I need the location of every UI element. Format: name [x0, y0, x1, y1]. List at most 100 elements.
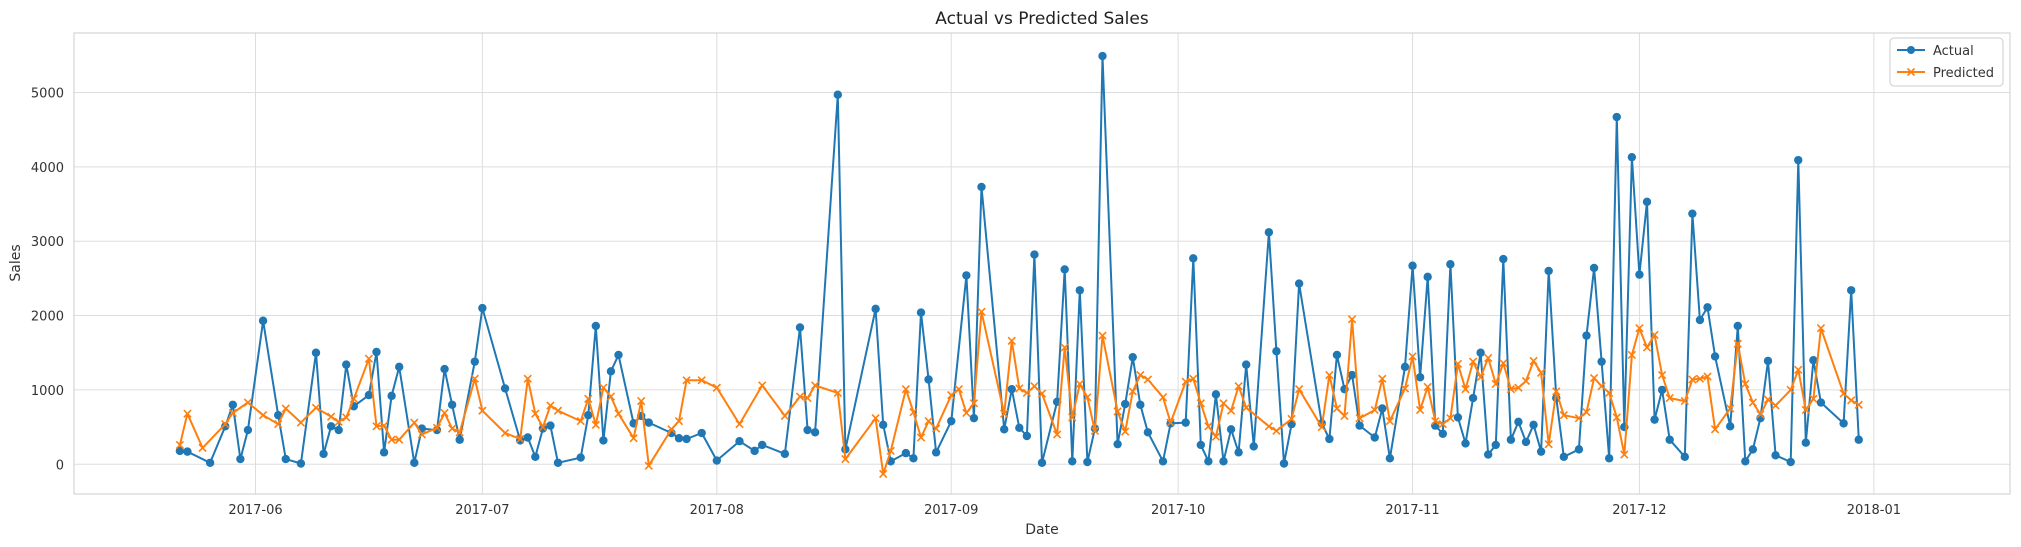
actual-point	[326, 422, 336, 431]
predicted-point	[1461, 384, 1470, 394]
predicted-point	[795, 392, 805, 401]
predicted-point	[1794, 365, 1803, 374]
x-tick-label: 2017-09	[924, 503, 978, 518]
actual-point	[1627, 152, 1637, 162]
actual-point	[1370, 433, 1379, 442]
predicted-point	[1355, 413, 1364, 423]
actual-point	[962, 271, 971, 280]
predicted-point	[1514, 383, 1523, 392]
predicted-point	[1468, 357, 1478, 366]
predicted-point	[326, 412, 336, 421]
predicted-point	[1181, 377, 1190, 386]
actual-point	[447, 400, 457, 409]
actual-point	[871, 304, 880, 314]
actual-point	[1294, 279, 1304, 288]
predicted-point	[1499, 358, 1508, 368]
legend-predicted-marker	[1906, 67, 1916, 77]
predicted-point	[1113, 407, 1122, 416]
predicted-point	[221, 419, 230, 429]
predicted-point	[1098, 331, 1107, 340]
actual-point	[478, 303, 487, 313]
legend-actual-label: Actual	[1933, 44, 1974, 59]
predicted-point	[349, 394, 358, 403]
actual-point	[1801, 438, 1811, 447]
actual-point	[1332, 350, 1342, 360]
predicted-point	[909, 408, 918, 417]
actual-point	[538, 424, 548, 433]
actual-point	[1264, 228, 1274, 237]
predicted-point	[1726, 404, 1735, 413]
actual-point	[1446, 260, 1455, 269]
predicted-point	[516, 434, 525, 444]
actual-point	[410, 458, 419, 467]
predicted-point	[1521, 376, 1531, 386]
predicted-point	[1022, 388, 1032, 398]
predicted-point	[175, 440, 185, 450]
predicted-point	[531, 409, 540, 418]
predicted-point	[1037, 389, 1047, 398]
actual-point	[1468, 393, 1478, 403]
actual-point	[183, 447, 192, 456]
actual-point	[364, 390, 374, 400]
predicted-point	[470, 374, 479, 383]
actual-point	[228, 400, 238, 409]
predicted-point	[372, 422, 381, 431]
predicted-point	[1158, 393, 1168, 402]
predicted-point	[1756, 410, 1765, 419]
actual-point	[1612, 112, 1621, 122]
predicted-point	[1839, 389, 1848, 398]
predicted-point	[1816, 324, 1826, 333]
actual-point	[1385, 454, 1395, 463]
actual-point	[757, 440, 767, 450]
actual-point	[878, 420, 888, 430]
predicted-point	[1052, 430, 1062, 439]
actual-point	[795, 323, 805, 332]
predicted-point	[1090, 426, 1100, 435]
predicted-point	[614, 409, 623, 418]
actual-point	[1574, 445, 1584, 454]
predicted-point	[500, 428, 510, 438]
predicted-point	[1325, 370, 1334, 380]
actual-point	[1015, 423, 1024, 433]
actual-point	[1635, 270, 1644, 279]
actual-point	[1514, 417, 1523, 427]
predicted-point	[1582, 408, 1591, 417]
actual-point	[1415, 373, 1425, 382]
actual-point	[1536, 447, 1546, 456]
actual-point	[1809, 355, 1818, 365]
predicted-point	[478, 406, 487, 415]
predicted-point	[1347, 315, 1357, 324]
predicted-point	[1121, 427, 1130, 436]
actual-point	[394, 362, 404, 372]
actual-point	[599, 436, 608, 445]
actual-point	[1657, 385, 1667, 395]
actual-point	[1710, 352, 1720, 361]
series-layer	[175, 51, 1863, 479]
x-tick-label: 2018-01	[1847, 503, 1901, 518]
predicted-point	[364, 354, 374, 363]
actual-point	[576, 453, 585, 462]
actual-point	[1506, 435, 1516, 444]
actual-point	[1688, 209, 1697, 218]
actual-point	[697, 428, 706, 438]
actual-point	[1226, 425, 1236, 434]
predicted-point	[538, 422, 548, 432]
y-tick-label: 3000	[31, 235, 64, 250]
predicted-point	[682, 376, 691, 385]
predicted-point	[1211, 432, 1221, 441]
predicted-point	[1536, 368, 1546, 377]
actual-point	[311, 348, 321, 357]
predicted-point	[1544, 440, 1553, 449]
x-tick-label: 2017-07	[455, 503, 509, 518]
predicted-point	[1431, 416, 1440, 426]
actual-point	[931, 448, 941, 457]
tick-labels: 2017-06 2017-07 2017-08 2017-09 2017-10 2017-…	[31, 86, 1901, 518]
actual-point	[1604, 454, 1614, 463]
predicted-point	[1226, 406, 1236, 415]
predicted-point	[183, 409, 192, 418]
actual-point	[1068, 457, 1077, 466]
predicted-point	[916, 433, 926, 442]
actual-point	[1854, 435, 1863, 444]
predicted-point	[1007, 336, 1016, 345]
predicted-point	[1196, 399, 1205, 408]
